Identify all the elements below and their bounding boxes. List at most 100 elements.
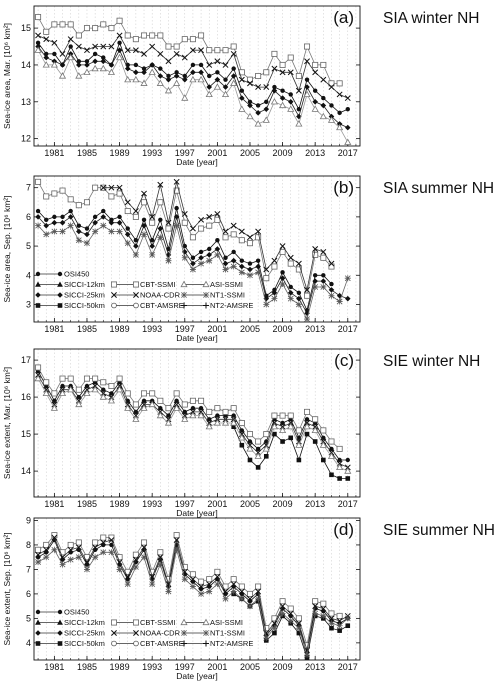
data-point [189, 36, 196, 43]
y-tick-label: 12 [21, 134, 31, 144]
data-point [190, 62, 196, 68]
data-point [67, 214, 74, 220]
data-point [214, 568, 221, 575]
y-tick-label: 5 [26, 241, 31, 251]
data-point [35, 222, 42, 229]
data-point [329, 446, 334, 452]
data-point [59, 187, 66, 194]
data-point [312, 278, 318, 284]
data-point [198, 62, 204, 68]
data-point [336, 463, 344, 470]
data-point [337, 110, 342, 116]
data-point [214, 76, 221, 83]
data-point [328, 260, 335, 267]
data-point [156, 411, 164, 419]
data-point [124, 32, 131, 39]
data-point [221, 90, 230, 98]
data-point [198, 254, 204, 261]
data-point [51, 219, 58, 226]
data-point [141, 398, 147, 403]
data-point [263, 106, 270, 112]
data-point [254, 120, 262, 127]
data-point [182, 409, 187, 415]
data-point [173, 222, 180, 229]
y-tick-label: 6 [26, 589, 31, 599]
data-point [247, 99, 253, 104]
data-point [51, 228, 58, 235]
data-point [76, 394, 82, 400]
y-tick-label: 15 [21, 429, 31, 439]
legend-entry: NOAA-CDR [140, 629, 181, 638]
data-point [206, 252, 213, 258]
data-point [206, 257, 213, 264]
data-point [312, 598, 319, 605]
data-point [124, 404, 132, 411]
data-point [83, 199, 90, 206]
legend-marker [111, 281, 118, 288]
data-point [238, 419, 245, 426]
data-point [51, 39, 58, 46]
data-point [35, 364, 42, 371]
data-point [100, 214, 107, 220]
data-point [132, 75, 140, 83]
data-point [336, 123, 344, 131]
data-point [271, 50, 278, 57]
data-point [320, 283, 327, 290]
data-point [165, 405, 172, 412]
data-point [206, 581, 213, 588]
data-point [157, 32, 164, 39]
legend-marker [111, 302, 117, 309]
data-point [67, 385, 75, 393]
data-point [108, 193, 115, 200]
data-point [43, 379, 50, 386]
data-point [174, 205, 179, 211]
data-point [231, 249, 236, 255]
data-point [247, 102, 253, 109]
data-point [109, 217, 114, 222]
data-point [320, 427, 327, 434]
data-point [287, 69, 294, 76]
data-point [287, 412, 294, 419]
data-point [255, 73, 262, 80]
data-point [336, 622, 343, 629]
data-point [206, 576, 213, 583]
series-asi-ssmi [34, 46, 352, 145]
data-point [164, 419, 173, 426]
data-point [182, 73, 187, 79]
data-point [312, 246, 319, 252]
data-point [132, 551, 139, 558]
data-point [239, 88, 245, 93]
data-point [279, 603, 286, 610]
data-point [246, 272, 253, 279]
data-point [198, 47, 205, 54]
data-point [83, 25, 90, 32]
data-point [101, 55, 106, 60]
data-point [190, 260, 196, 267]
data-point [214, 47, 221, 54]
data-point [223, 77, 228, 82]
data-point [328, 80, 335, 87]
data-point [164, 86, 173, 94]
data-point [337, 628, 342, 633]
legend-entry: OSI450 [64, 270, 89, 279]
data-point [58, 389, 67, 396]
panel-3: 1981 1985 1989 1993 1997 2001 2005 2009 2013 2017… [2, 348, 480, 518]
data-point [116, 219, 123, 226]
data-point [238, 588, 245, 595]
data-point [247, 457, 253, 463]
series-cbt-ssmi [35, 532, 343, 649]
data-point [181, 576, 188, 583]
data-point [173, 73, 180, 79]
legend-marker [57, 303, 63, 308]
x-tick-label: 2013 [305, 148, 325, 158]
data-point [198, 32, 205, 39]
y-tick-label: 13 [21, 97, 31, 107]
data-point [287, 610, 294, 617]
data-point [272, 630, 277, 636]
data-point [312, 603, 319, 610]
data-point [83, 389, 91, 396]
data-point [205, 422, 213, 430]
data-point [295, 301, 302, 308]
series-cbt-ssmi [35, 14, 343, 87]
legend-marker [57, 292, 63, 298]
